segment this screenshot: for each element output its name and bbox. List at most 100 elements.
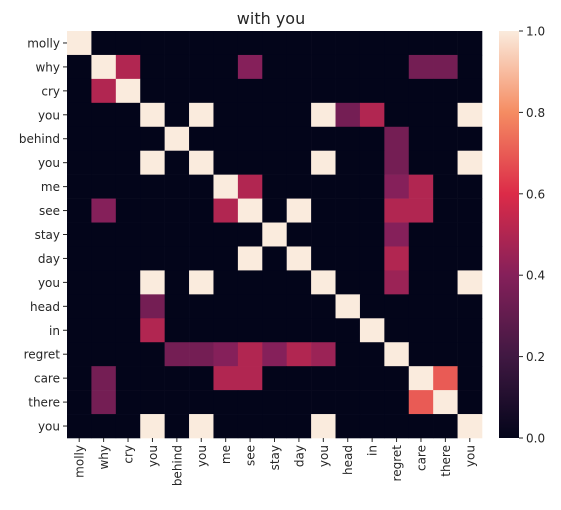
heatmap-cell	[213, 198, 239, 223]
heatmap-cell	[359, 54, 385, 80]
heatmap-cell	[140, 31, 165, 56]
heatmap-cell	[457, 126, 483, 152]
heatmap-cell	[237, 102, 263, 128]
heatmap-cell	[335, 318, 361, 343]
heatmap-cell	[408, 270, 434, 295]
colorbar: 0.0 0.2 0.4 0.6 0.8 1.0	[499, 25, 545, 446]
heatmap-cell	[164, 31, 190, 56]
heatmap-cell	[115, 78, 141, 104]
heatmap-cell	[335, 294, 361, 319]
heatmap-cell	[457, 31, 483, 56]
heatmap-cell	[286, 366, 312, 391]
heatmap-cell	[384, 342, 410, 367]
heatmap-cell	[213, 366, 239, 391]
heatmap-cell	[335, 174, 361, 199]
heatmap-cell	[91, 414, 117, 439]
heatmap-cell	[91, 366, 117, 391]
heatmap-cell	[67, 102, 92, 128]
heatmap-cell	[91, 318, 117, 343]
heatmap-cell	[164, 222, 190, 247]
heatmap-cell	[67, 78, 92, 104]
heatmap-cell	[67, 174, 92, 199]
heatmap-cell	[213, 390, 239, 415]
heatmap-cell	[335, 54, 361, 80]
x-tick-label: see	[244, 445, 258, 466]
colorbar-tick-label: 0.8	[526, 106, 545, 120]
heatmap-cell	[140, 174, 165, 199]
colorbar-tick-label: 0.4	[526, 269, 545, 283]
heatmap-cell	[91, 342, 117, 367]
heatmap-cell	[335, 126, 361, 152]
heatmap-cell	[189, 78, 214, 104]
heatmap-cell	[457, 246, 483, 271]
heatmap-cell	[237, 54, 263, 80]
heatmap-cell	[457, 198, 483, 223]
heatmap-cell	[286, 246, 312, 271]
heatmap-cell	[91, 31, 117, 56]
heatmap-cell	[359, 78, 385, 104]
heatmap-cell	[91, 150, 117, 175]
heatmap-cell	[91, 102, 117, 128]
heatmap-cell	[213, 222, 239, 247]
heatmap-cell	[311, 198, 336, 223]
heatmap-cell	[140, 198, 165, 223]
colorbar-tick-label: 0.2	[526, 350, 545, 364]
heatmap-cell	[164, 78, 190, 104]
heatmap-cell	[262, 78, 288, 104]
heatmap-cell	[433, 78, 458, 104]
heatmap-cell	[311, 390, 336, 415]
heatmap-cell	[457, 78, 483, 104]
heatmap-cell	[213, 78, 239, 104]
heatmap-cell	[189, 54, 214, 80]
heatmap-cell	[433, 31, 458, 56]
heatmap-cell	[335, 342, 361, 367]
heatmap-cell	[335, 270, 361, 295]
x-axis-ticks: molly why cry you behind you me see stay day you he…	[73, 438, 477, 486]
heatmap-cell	[91, 54, 117, 80]
heatmap-cell	[189, 414, 214, 439]
heatmap-cell	[311, 31, 336, 56]
heatmap-cell	[164, 126, 190, 152]
heatmap-cell	[286, 318, 312, 343]
heatmap-cell	[457, 270, 483, 295]
heatmap-cell	[408, 246, 434, 271]
heatmap-cell	[286, 174, 312, 199]
heatmap-cell	[359, 31, 385, 56]
x-tick-label: head	[341, 445, 355, 475]
heatmap-cell	[408, 126, 434, 152]
heatmap-cell	[213, 54, 239, 80]
y-tick-label: why	[35, 60, 60, 74]
heatmap-cell	[433, 342, 458, 367]
heatmap-cell	[262, 366, 288, 391]
colorbar-tick-label: 0.0	[526, 432, 545, 446]
heatmap-cell	[237, 318, 263, 343]
heatmap-cell	[67, 414, 92, 439]
y-tick-label: there	[28, 396, 60, 410]
heatmap-cell	[286, 342, 312, 367]
heatmap-cell	[164, 390, 190, 415]
heatmap-cell	[67, 222, 92, 247]
heatmap-cell	[359, 270, 385, 295]
heatmap-cell	[384, 414, 410, 439]
heatmap-cell	[433, 390, 458, 415]
heatmap-cell	[213, 246, 239, 271]
heatmap-cell	[359, 294, 385, 319]
heatmap-cell	[189, 294, 214, 319]
heatmap-cell	[384, 246, 410, 271]
heatmap-cell	[140, 222, 165, 247]
heatmap-cell	[91, 294, 117, 319]
heatmap-cell	[457, 318, 483, 343]
heatmap-cell	[286, 126, 312, 152]
x-tick-label: there	[439, 445, 453, 477]
heatmap-cell	[408, 31, 434, 56]
heatmap-cell	[311, 342, 336, 367]
heatmap-cell	[384, 366, 410, 391]
heatmap-cell	[140, 246, 165, 271]
y-tick-label: molly	[27, 36, 60, 50]
heatmap-cell	[433, 318, 458, 343]
heatmap-cell	[189, 366, 214, 391]
heatmap-cell	[359, 342, 385, 367]
heatmap-cell	[189, 390, 214, 415]
heatmap-cell	[67, 270, 92, 295]
